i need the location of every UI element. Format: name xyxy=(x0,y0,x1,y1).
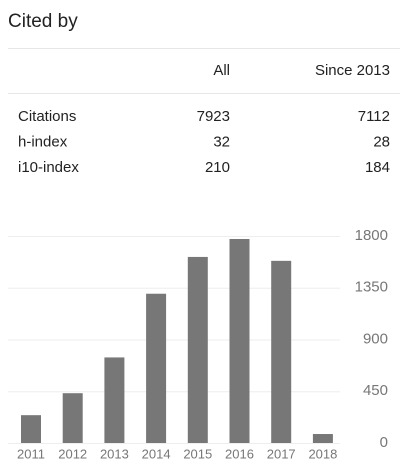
x-tick-label: 2012 xyxy=(58,446,87,461)
cell: 28 xyxy=(373,133,390,150)
row-label: Citations xyxy=(18,108,76,125)
cell: 32 xyxy=(213,133,230,150)
x-tick-label: 2011 xyxy=(17,446,45,461)
row-label: i10-index xyxy=(18,159,79,176)
bar xyxy=(146,293,167,443)
y-tick-label: 0 xyxy=(380,434,388,451)
y-tick-label: 900 xyxy=(363,330,388,347)
column-header: All xyxy=(213,62,230,79)
x-tick-label: 2016 xyxy=(225,446,254,461)
bar xyxy=(104,357,125,443)
bar xyxy=(271,260,292,443)
column-header: Since 2013 xyxy=(315,62,390,79)
cell: 184 xyxy=(365,159,390,176)
cell: 210 xyxy=(205,159,230,176)
cell: 7923 xyxy=(197,108,230,125)
bar xyxy=(62,393,83,443)
x-tick-label: 2015 xyxy=(183,446,212,461)
x-tick-label: 2014 xyxy=(142,446,171,461)
bar xyxy=(312,434,333,443)
x-tick-label: 2017 xyxy=(267,446,296,461)
y-tick-label: 1800 xyxy=(355,227,388,244)
y-tick-label: 1350 xyxy=(355,279,388,296)
cell: 7112 xyxy=(358,108,390,125)
row-label: h-index xyxy=(18,133,68,150)
bar xyxy=(229,238,250,443)
bar xyxy=(21,415,41,443)
x-tick-label: 2018 xyxy=(308,446,337,461)
y-tick-label: 450 xyxy=(363,382,388,399)
x-tick-label: 2013 xyxy=(100,446,129,461)
bar xyxy=(187,256,208,443)
widget-title: Cited by xyxy=(8,11,78,32)
